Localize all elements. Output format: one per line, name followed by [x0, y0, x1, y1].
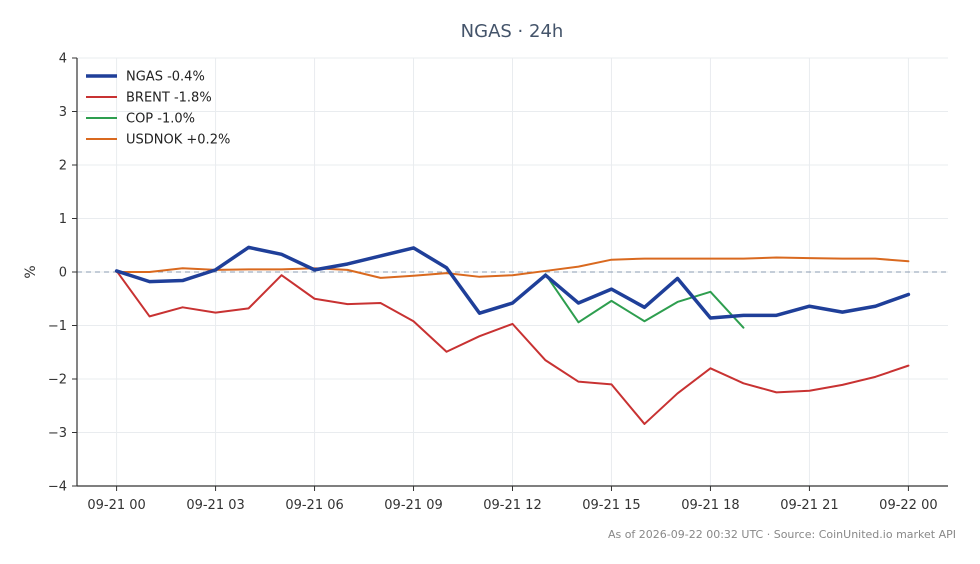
- x-tick-label: 09-21 00: [87, 498, 145, 513]
- series-line-brent: [115, 269, 910, 425]
- chart-title: NGAS · 24h: [461, 21, 564, 42]
- x-tick-label: 09-21 03: [186, 498, 244, 513]
- series-line-ngas: [114, 245, 911, 320]
- x-tick-label: 09-21 21: [780, 498, 838, 513]
- x-tick-label: 09-21 09: [384, 498, 442, 513]
- legend-label: COP -1.0%: [126, 112, 195, 127]
- x-tick-label: 09-21 12: [483, 498, 541, 513]
- axes: [72, 57, 948, 491]
- legend-label: BRENT -1.8%: [126, 91, 212, 106]
- series-line-cop: [544, 273, 745, 329]
- legend-label: NGAS -0.4%: [126, 70, 205, 85]
- y-axis-label: %: [23, 265, 39, 278]
- legend: NGAS -0.4% BRENT -1.8% COP -1.0% USDNOK +0.…: [86, 70, 230, 148]
- x-tick-label: 09-21 18: [681, 498, 739, 513]
- y-tick-label: 3: [59, 105, 67, 120]
- series-layer: [114, 245, 911, 425]
- x-tick-labels: 09-21 00 09-21 03 09-21 06 09-21 09 09-21 12…: [87, 498, 937, 513]
- y-tick-label: 2: [59, 159, 67, 174]
- source-footer: As of 2026-09-22 00:32 UTC · Source: Coi…: [608, 528, 956, 541]
- legend-label: USDNOK +0.2%: [126, 133, 230, 148]
- series-line-usdnok: [115, 256, 910, 279]
- x-tick-label: 09-21 06: [285, 498, 343, 513]
- y-tick-label: −3: [48, 426, 67, 441]
- y-tick-label: 0: [59, 266, 67, 281]
- y-tick-label: −2: [48, 373, 67, 388]
- y-tick-label: 1: [59, 212, 67, 227]
- y-tick-label: −4: [48, 480, 67, 495]
- x-tick-label: 09-21 15: [582, 498, 640, 513]
- y-tick-labels: 4 3 2 1 0 −1 −2 −3 −4: [48, 52, 67, 495]
- y-tick-label: 4: [59, 52, 67, 67]
- y-tick-label: −1: [48, 319, 67, 334]
- x-tick-label: 09-22 00: [879, 498, 937, 513]
